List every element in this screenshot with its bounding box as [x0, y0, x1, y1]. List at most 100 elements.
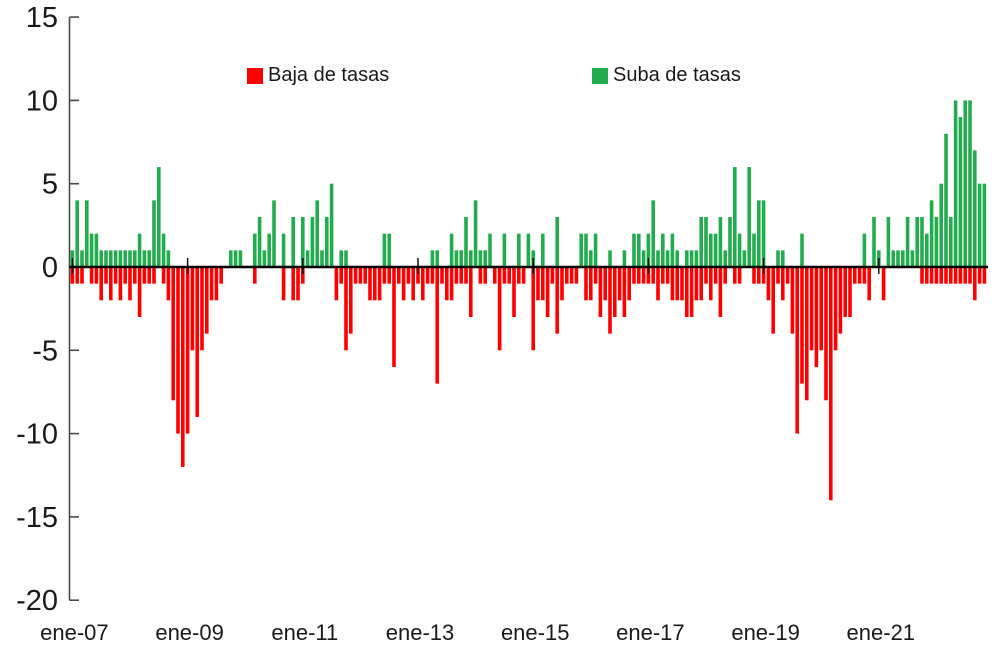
cut-bar: [613, 267, 617, 317]
y-axis-label: 0: [42, 252, 58, 284]
hike-bar: [157, 167, 161, 267]
hike-bar: [685, 250, 689, 267]
cut-bar: [137, 267, 142, 317]
cut-bar: [176, 267, 180, 434]
hike-bar: [781, 250, 785, 267]
cut-bar: [560, 267, 564, 301]
cut-bar: [944, 267, 948, 284]
cut-bar: [358, 267, 363, 284]
cut-bar: [853, 267, 857, 284]
hike-bar: [229, 250, 233, 267]
hike-bar: [449, 233, 454, 267]
cut-bar: [550, 267, 555, 284]
cut-bar: [89, 267, 94, 284]
hike-bar: [944, 133, 948, 267]
cut-bar: [589, 267, 593, 301]
cut-bar: [353, 267, 358, 284]
cut-bar: [411, 267, 415, 301]
hike-bar: [920, 217, 924, 267]
cut-bar: [195, 267, 199, 417]
cut-bar: [838, 267, 843, 334]
cut-bar: [776, 267, 780, 284]
cut-bar: [128, 267, 132, 301]
cut-bar: [469, 267, 473, 317]
hike-bar: [910, 250, 915, 267]
hike-bar: [253, 233, 257, 267]
cut-bar: [425, 267, 430, 284]
hike-bar: [257, 217, 262, 267]
y-axis-label: -15: [16, 502, 58, 534]
hike-bar: [977, 183, 982, 267]
cut-bar: [723, 267, 727, 284]
hike-bar: [728, 217, 732, 267]
cut-bar: [142, 267, 147, 284]
hike-bar: [670, 233, 675, 267]
x-axis-label: ene-19: [731, 620, 800, 645]
hike-bar: [915, 217, 919, 267]
hike-bar: [929, 200, 934, 267]
hike-bar: [166, 250, 171, 267]
hike-bar: [953, 100, 958, 268]
cut-bar: [675, 267, 679, 301]
x-axis-label: ene-13: [386, 620, 455, 645]
hike-bar: [963, 100, 967, 268]
cut-bar: [843, 267, 847, 317]
cut-bar: [761, 267, 766, 284]
cut-bar: [416, 267, 420, 284]
hike-bar: [689, 250, 694, 267]
cut-bar: [939, 267, 943, 284]
cut-bar: [541, 267, 545, 301]
cut-bar: [848, 267, 852, 317]
cut-bar: [545, 267, 550, 317]
cut-bar: [99, 267, 103, 301]
hike-bar: [488, 233, 492, 267]
cut-bar: [862, 267, 867, 284]
hike-bar: [622, 250, 627, 267]
cut-bar: [651, 267, 655, 284]
hike-bar: [747, 167, 751, 267]
cut-bar: [977, 267, 982, 284]
cut-bar: [483, 267, 487, 284]
cut-bar: [507, 267, 511, 284]
hike-bar: [113, 250, 118, 267]
cut-bar: [593, 267, 598, 284]
hike-bar: [478, 250, 483, 267]
x-axis-label: ene-11: [271, 620, 338, 645]
hike-bar: [305, 250, 310, 267]
hike-bar: [713, 233, 718, 267]
y-axis-label: 15: [26, 2, 58, 34]
hike-bar: [872, 217, 876, 267]
cut-bar: [800, 267, 804, 384]
hike-bar: [262, 250, 267, 267]
cut-bar: [94, 267, 99, 284]
cut-bar: [392, 267, 396, 367]
cut-bar: [637, 267, 641, 284]
cut-bar: [781, 267, 785, 301]
hike-bar: [123, 250, 127, 267]
cut-bar: [493, 267, 497, 284]
cut-bar: [152, 267, 156, 284]
cut-bar: [757, 267, 761, 284]
cut-bar: [689, 267, 694, 317]
cut-bar: [80, 267, 84, 284]
cut-bar: [598, 267, 603, 317]
hike-bar: [541, 233, 545, 267]
cut-bar: [502, 267, 507, 284]
cut-bar: [373, 267, 377, 301]
hike-bar: [435, 250, 439, 267]
cut-bar: [555, 267, 559, 334]
cut-bar: [219, 267, 223, 284]
cut-bar: [656, 267, 660, 301]
cut-bar: [133, 267, 137, 284]
cut-bar: [430, 267, 435, 284]
hike-bar: [593, 233, 598, 267]
hike-bar: [128, 250, 132, 267]
cut-bar: [665, 267, 670, 284]
hike-bar: [281, 233, 286, 267]
hike-bar: [958, 117, 963, 267]
hike-bar: [89, 233, 94, 267]
cut-bar: [161, 267, 166, 284]
hike-bar: [901, 250, 905, 267]
cut-bar: [925, 267, 929, 284]
